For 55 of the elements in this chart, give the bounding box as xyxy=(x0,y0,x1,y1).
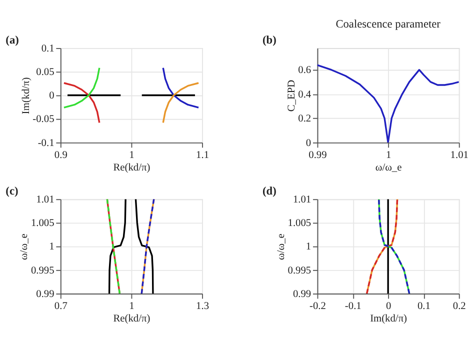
y-tick-label: 1.005 xyxy=(30,218,54,230)
x-tick-label: -0.1 xyxy=(344,301,362,312)
x-tick-label: 1.1 xyxy=(196,150,210,162)
text: (a) xyxy=(6,34,20,46)
y-tick-label: 0.05 xyxy=(36,66,54,78)
chart-title: Coalescence parameter xyxy=(336,18,441,30)
x-tick-label: 1 xyxy=(129,301,134,312)
x-tick-label: 0.9 xyxy=(54,150,68,162)
y-axis-title: ω/ω_e xyxy=(276,233,287,260)
text: (c) xyxy=(6,185,18,198)
y-axis-title: C_EPD xyxy=(286,79,298,112)
y-tick-label: 0.2 xyxy=(298,114,312,125)
y-tick-label: 0.995 xyxy=(30,265,54,276)
line-series xyxy=(134,199,154,294)
x-axis-title: Re(kd/π) xyxy=(113,313,150,324)
x-tick-label: 1 xyxy=(129,150,134,162)
line-series xyxy=(366,199,398,294)
y-tick-label: -0.1 xyxy=(38,138,54,149)
x-tick-label: 0.7 xyxy=(54,301,68,312)
x-axis-title: Im(kd/π) xyxy=(370,313,408,324)
y-tick-label: -0.05 xyxy=(32,114,54,126)
y-tick-label: 0 xyxy=(49,90,54,102)
line-series xyxy=(106,199,121,294)
y-tick-label: 1.005 xyxy=(288,218,312,230)
x-axis-title: Re(kd/π) xyxy=(113,162,150,174)
line-series xyxy=(140,199,155,294)
line-series xyxy=(108,199,126,294)
x-axis-title: ω/ω_e xyxy=(375,162,402,174)
text: (b) xyxy=(262,34,277,46)
y-tick-label: 1 xyxy=(306,242,312,253)
y-tick-label: 0.995 xyxy=(288,265,312,276)
line-series xyxy=(378,199,410,294)
y-tick-label: 1 xyxy=(49,242,54,253)
y-tick-label: 0.4 xyxy=(298,89,312,100)
x-tick-label: 1 xyxy=(386,150,392,162)
y-tick-label: 0 xyxy=(306,138,312,149)
y-tick-label: 0.99 xyxy=(36,288,54,300)
y-tick-label: 1.01 xyxy=(292,194,312,206)
y-tick-label: 1.01 xyxy=(36,194,54,206)
x-tick-label: 0 xyxy=(386,301,392,312)
x-tick-label: 1.01 xyxy=(450,150,468,162)
x-tick-label: 0.1 xyxy=(417,301,430,312)
y-tick-label: 0.6 xyxy=(298,65,312,76)
y-tick-label: 0.1 xyxy=(41,43,54,54)
y-axis-title: ω/ω_e xyxy=(19,233,30,260)
y-axis-title: Im(kd/π) xyxy=(20,77,32,114)
text: (d) xyxy=(262,185,277,198)
line-series xyxy=(63,67,100,108)
x-tick-label: -0.2 xyxy=(310,301,326,312)
x-tick-label: 1.3 xyxy=(196,301,210,312)
line-series xyxy=(162,67,200,108)
line-series xyxy=(63,82,100,124)
y-tick-label: 0.99 xyxy=(292,288,312,300)
line-series xyxy=(162,82,200,124)
x-tick-label: 0.2 xyxy=(452,301,466,312)
